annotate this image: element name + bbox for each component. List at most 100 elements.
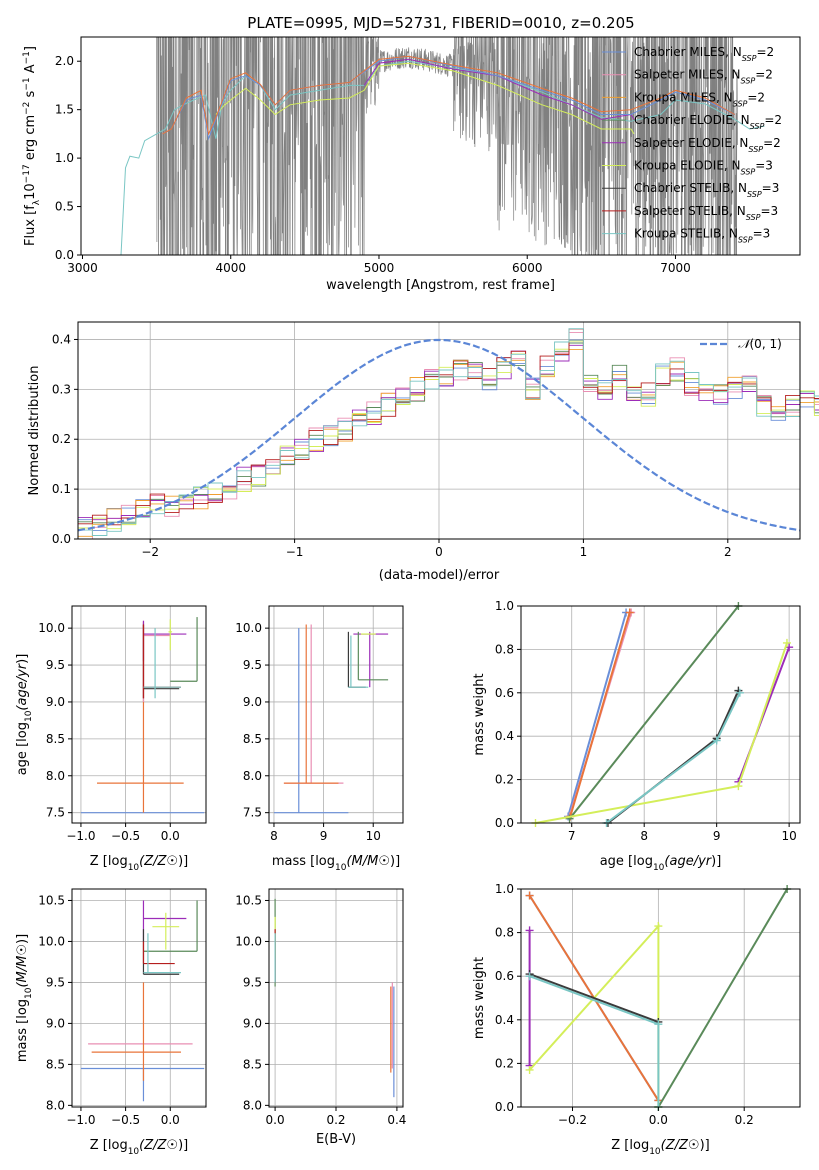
axis-label-text: Z [log xyxy=(90,1138,128,1153)
y-tick-label: 10.0 xyxy=(38,621,65,635)
gaussian-curve xyxy=(77,338,801,532)
x-tick-label: 9 xyxy=(713,829,721,843)
axis-label-sub: 10 xyxy=(24,710,34,722)
x-tick-label: 0.2 xyxy=(326,1113,345,1127)
axes-frame xyxy=(520,605,801,824)
legend-name: Salpeter ELODIE, N xyxy=(634,136,748,150)
mass-weight-line xyxy=(569,612,631,817)
axis-label-end: )] xyxy=(700,1138,710,1153)
y-label-part: −17 xyxy=(22,164,32,183)
histogram-step-line xyxy=(78,349,819,537)
legend-n: =2 xyxy=(747,90,765,104)
legend-n: =3 xyxy=(753,227,771,241)
y-tick-label: 0.6 xyxy=(495,969,514,983)
y-tick-label: 0.2 xyxy=(495,1056,514,1070)
legend-name: Chabrier STELIB, N xyxy=(634,181,747,195)
y-label-part: s xyxy=(23,90,38,101)
x-tick-label: −0.5 xyxy=(111,829,140,843)
legend-label: Salpeter MILES, NSSP=2 xyxy=(634,68,773,86)
legend-name: Chabrier ELODIE, N xyxy=(634,113,750,127)
y-tick-label: 10.5 xyxy=(235,893,262,907)
figure-title: PLATE=0995, MJD=52731, FIBERID=0010, z=0… xyxy=(247,14,634,32)
mass-weight-marker xyxy=(525,1065,534,1074)
x-axis-label: Z [log10(Z/Z☉)] xyxy=(90,854,188,873)
y-tick-label: 1.0 xyxy=(495,599,514,613)
legend-n: =2 xyxy=(756,45,774,59)
legend-sub: SSP xyxy=(747,190,762,199)
legend-label: Kroupa ELODIE, NSSP=3 xyxy=(634,159,773,177)
residuals-panel: −2 −1 0 1 2 0.0 0.1 0.2 0.3 0.4 (data-model)/error… xyxy=(27,321,819,583)
x-tick-label: −0.5 xyxy=(111,1113,140,1127)
y-label-part: −1 xyxy=(22,51,32,64)
y-tick-label: 0.0 xyxy=(52,532,71,546)
x-tick-label: −1.0 xyxy=(66,1113,95,1127)
legend-sub: SSP xyxy=(742,54,757,63)
y-tick-label: 0.1 xyxy=(52,482,71,496)
axis-label-math: (Z/Z☉ xyxy=(661,1138,700,1153)
mass-weight-marker xyxy=(654,922,663,931)
spectrum-panel: 3000 4000 5000 6000 7000 0.0 0.5 1.0 1.5 2.0 wavel… xyxy=(22,36,801,293)
legend-name: Kroupa STELIB, N xyxy=(634,227,738,241)
y-tick-label: 0.6 xyxy=(495,686,514,700)
legend-sub: SSP xyxy=(750,122,765,131)
legend-label: Salpeter ELODIE, NSSP=2 xyxy=(634,136,781,154)
y-tick-label: 1.0 xyxy=(495,882,514,896)
legend-sub: SSP xyxy=(748,144,763,153)
mass-weight-line xyxy=(605,692,741,824)
x-tick-label: −1.0 xyxy=(66,829,95,843)
axis-label-text: Z [log xyxy=(611,1138,649,1153)
axes-frame xyxy=(71,888,207,1108)
mass-weight-line xyxy=(567,612,628,817)
y-label-part: erg cm xyxy=(23,115,38,164)
y-tick-label: 0.4 xyxy=(495,729,514,743)
mass-weight-marker xyxy=(654,1020,663,1029)
y-tick-label: 9.5 xyxy=(46,975,65,989)
mass-weight-marker xyxy=(712,736,721,745)
model-line xyxy=(363,58,635,120)
x-tick-label: 3000 xyxy=(67,261,98,275)
legend-n: =3 xyxy=(760,204,778,218)
x-tick-label: 8 xyxy=(270,829,278,843)
y-tick-label: 10.0 xyxy=(38,934,65,948)
x-axis-label: Z [log10(Z/Z☉)] xyxy=(611,1138,709,1157)
y-tick-label: 1.5 xyxy=(55,103,74,117)
x-tick-label: −0.2 xyxy=(558,1113,587,1127)
y-axis-label: mass weight xyxy=(472,673,487,755)
axis-label-end: )] xyxy=(390,854,400,869)
y-tick-label: 0.2 xyxy=(52,432,71,446)
legend-label: Chabrier STELIB, NSSP=3 xyxy=(634,181,779,199)
axis-label-sub: 10 xyxy=(128,1147,140,1157)
y-tick-label: 10.0 xyxy=(235,934,262,948)
model-line xyxy=(162,55,736,136)
y-axis-label: mass [log10(M/M☉)] xyxy=(15,934,34,1062)
x-tick-label: 4000 xyxy=(215,261,246,275)
mass-weight-vs-age-panel: 7 8 9 10 0.0 0.2 0.4 0.6 0.8 1.0 mass weight age [l… xyxy=(472,599,801,873)
legend-sub: SSP xyxy=(733,99,748,108)
legend-name: Salpeter STELIB, N xyxy=(634,204,746,218)
mass-weight-marker xyxy=(525,972,534,981)
axis-label-text: age [log xyxy=(600,854,653,869)
x-tick-label: 0.0 xyxy=(266,1113,285,1127)
legend-label: Kroupa MILES, NSSP=2 xyxy=(634,90,765,108)
axis-label-end: )] xyxy=(15,934,30,944)
y-tick-label: 0.4 xyxy=(495,1013,514,1027)
y-tick-label: 9.0 xyxy=(46,695,65,709)
legend-sub: SSP xyxy=(738,235,753,244)
axes-frame xyxy=(520,888,801,1108)
legend-args: (0, 1) xyxy=(750,337,782,351)
x-axis-label: (data-model)/error xyxy=(379,568,500,583)
x-tick-label: 5000 xyxy=(364,261,395,275)
y-tick-label: 8.0 xyxy=(46,769,65,783)
legend-name: Chabrier MILES, N xyxy=(634,45,742,59)
legend-label: Kroupa STELIB, NSSP=3 xyxy=(634,227,770,245)
y-tick-label: 9.5 xyxy=(46,658,65,672)
y-label-part: ] xyxy=(23,46,38,51)
mass-weight-marker xyxy=(734,782,743,791)
y-tick-label: 1.0 xyxy=(55,151,74,165)
x-axis-label: wavelength [Angstrom, rest frame] xyxy=(326,278,555,293)
y-tick-label: 2.0 xyxy=(55,54,74,68)
x-tick-label: 0.0 xyxy=(161,1113,180,1127)
axis-label-sub: 10 xyxy=(128,863,140,873)
x-tick-label: 7000 xyxy=(660,261,691,275)
y-tick-label: 0.0 xyxy=(495,816,514,830)
